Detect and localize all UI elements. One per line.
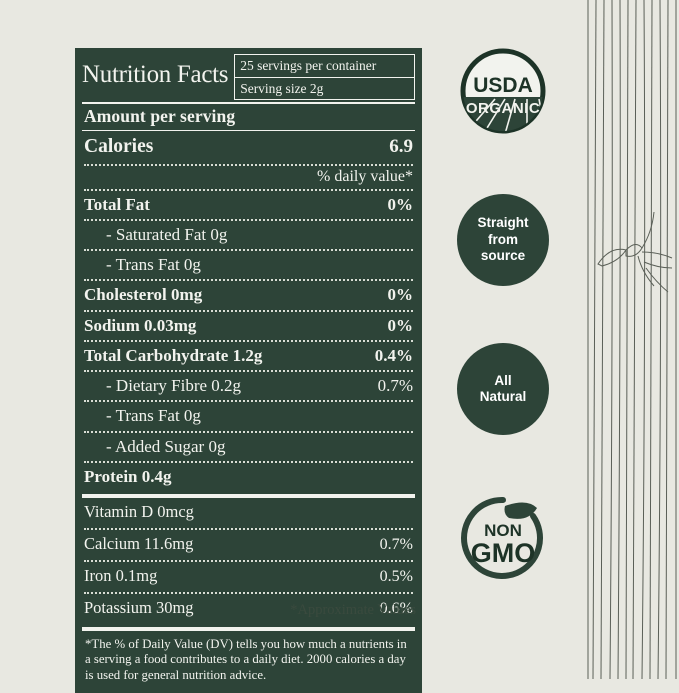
nutrient-row: Sodium 0.03mg 0% bbox=[75, 312, 422, 340]
daily-value-footnote: *The % of Daily Value (DV) tells you how… bbox=[85, 636, 407, 683]
badge-non-gmo: NON GMO bbox=[457, 492, 549, 584]
divider-dotted bbox=[84, 309, 413, 312]
divider-dotted bbox=[84, 163, 413, 166]
micronutrient-label: Vitamin D 0mcg bbox=[84, 502, 194, 521]
micronutrient-value: 0.6% bbox=[379, 599, 413, 617]
daily-value-header-row: % daily value* bbox=[75, 166, 422, 189]
divider-dotted bbox=[84, 370, 413, 372]
nutrient-label: Total Fat bbox=[84, 194, 150, 214]
nutrient-label: - Dietary Fibre 0.2g bbox=[106, 376, 242, 395]
calories-label: Calories bbox=[84, 136, 154, 158]
divider-dotted bbox=[84, 430, 413, 433]
divider-dotted bbox=[84, 460, 413, 463]
nutrient-row: Total Carbohydrate 1.2g 0.4% bbox=[75, 342, 422, 370]
nutrient-row: - Saturated Fat 0g bbox=[75, 221, 422, 249]
micronutrient-value: 0.5% bbox=[379, 567, 413, 585]
nutrient-label: Protein 0.4g bbox=[84, 466, 172, 486]
micronutrient-row: Calcium 11.6mg 0.7% bbox=[75, 530, 422, 560]
divider-dotted bbox=[84, 527, 413, 530]
straight-from-source-circle: Straight from source bbox=[457, 194, 549, 286]
nutrient-row-list: Total Fat 0% - Saturated Fat 0g - Trans Fat… bbox=[75, 191, 422, 492]
servings-per-container: 25 servings per container bbox=[234, 54, 415, 78]
micronutrient-row: Vitamin D 0mcg bbox=[75, 498, 422, 528]
badge-line-3: source bbox=[480, 248, 526, 264]
nutrient-value: 0% bbox=[387, 315, 414, 335]
nutrient-label: Total Carbohydrate 1.2g bbox=[84, 345, 263, 365]
nutrient-value: 0% bbox=[387, 285, 414, 305]
divider-dotted bbox=[84, 249, 413, 251]
badge-column: USDA ORGANIC Straight from source All Na… bbox=[457, 45, 553, 641]
badge-all-natural: All Natural bbox=[457, 343, 549, 435]
divider-thin bbox=[82, 129, 415, 132]
badge-straight-from-source: Straight from source bbox=[457, 194, 549, 286]
nutrient-row: - Added Sugar 0g bbox=[75, 433, 422, 461]
usda-organic-icon: USDA ORGANIC bbox=[460, 48, 546, 134]
approximate-values-note: *Approximate Values bbox=[290, 602, 416, 618]
divider-thick bbox=[82, 626, 415, 631]
badge-line-1: Straight bbox=[477, 215, 529, 231]
calories-value: 6.9 bbox=[389, 136, 413, 158]
divider-dotted bbox=[84, 218, 413, 221]
divider-thin bbox=[82, 102, 415, 104]
badge-usda-organic: USDA ORGANIC bbox=[457, 45, 549, 137]
micronutrient-row: Potassium 30mg 0.6% bbox=[75, 594, 422, 624]
nutrient-value: 0% bbox=[387, 194, 414, 214]
divider-thick bbox=[82, 494, 415, 498]
nutrition-facts-title: Nutrition Facts bbox=[82, 61, 229, 88]
calories-row: Calories 6.9 bbox=[75, 131, 422, 163]
amount-per-serving-band: Amount per serving bbox=[84, 105, 236, 126]
badge-line-1: All bbox=[494, 372, 512, 388]
nutrient-row: Total Fat 0% bbox=[75, 191, 422, 219]
nutrient-value: 0.4% bbox=[374, 345, 413, 365]
non-gmo-line-1: NON bbox=[484, 521, 522, 540]
divider-dotted bbox=[84, 559, 413, 562]
nutrition-header: Nutrition Facts 25 servings per containe… bbox=[75, 48, 422, 102]
non-gmo-icon: NON GMO bbox=[461, 496, 543, 579]
nutrient-row: Protein 0.4g bbox=[75, 463, 422, 491]
nutrition-facts-panel: Nutrition Facts 25 servings per containe… bbox=[75, 48, 422, 693]
non-gmo-line-2: GMO bbox=[471, 538, 536, 568]
usda-organic-top-text: USDA bbox=[473, 74, 533, 97]
divider-dotted bbox=[84, 279, 413, 282]
nutrient-label: Sodium 0.03mg bbox=[84, 315, 197, 335]
micronutrient-label: Potassium 30mg bbox=[84, 597, 194, 617]
divider-dotted bbox=[84, 339, 413, 342]
serving-size: Serving size 2g bbox=[234, 77, 415, 101]
nutrient-value: 0.7% bbox=[377, 376, 413, 395]
usda-organic-bottom-text: ORGANIC bbox=[466, 100, 540, 117]
divider-dotted bbox=[84, 400, 413, 403]
micronutrient-row-list: Vitamin D 0mcg Calcium 11.6mg 0.7% Iron 0.1… bbox=[75, 498, 422, 624]
divider-dotted bbox=[84, 591, 413, 594]
micronutrient-label: Calcium 11.6mg bbox=[84, 533, 194, 553]
nutrient-row: Cholesterol 0mg 0% bbox=[75, 281, 422, 309]
badge-line-2: from bbox=[487, 231, 518, 247]
nutrient-label: - Added Sugar 0g bbox=[106, 436, 226, 456]
micronutrient-value: 0.7% bbox=[379, 535, 413, 553]
nutrient-label: - Trans Fat 0g bbox=[106, 255, 201, 274]
badge-line-2: Natural bbox=[479, 389, 527, 404]
nutrient-row: - Dietary Fibre 0.2g 0.7% bbox=[75, 372, 422, 400]
grass-leaves bbox=[597, 211, 673, 293]
nutrient-row: - Trans Fat 0g bbox=[75, 402, 422, 430]
nutrient-row: - Trans Fat 0g bbox=[75, 251, 422, 279]
nutrient-label: Cholesterol 0mg bbox=[84, 285, 203, 305]
nutrient-label: - Trans Fat 0g bbox=[106, 406, 201, 426]
grass-illustration bbox=[587, 0, 677, 679]
micronutrient-label: Iron 0.1mg bbox=[84, 565, 158, 585]
micronutrient-row: Iron 0.1mg 0.5% bbox=[75, 562, 422, 592]
serving-info-group: 25 servings per container Serving size 2… bbox=[234, 52, 415, 101]
nutrient-label: - Saturated Fat 0g bbox=[106, 224, 228, 244]
divider-dotted bbox=[84, 188, 413, 191]
daily-value-header: % daily value* bbox=[317, 167, 413, 185]
all-natural-circle: All Natural bbox=[457, 343, 549, 435]
